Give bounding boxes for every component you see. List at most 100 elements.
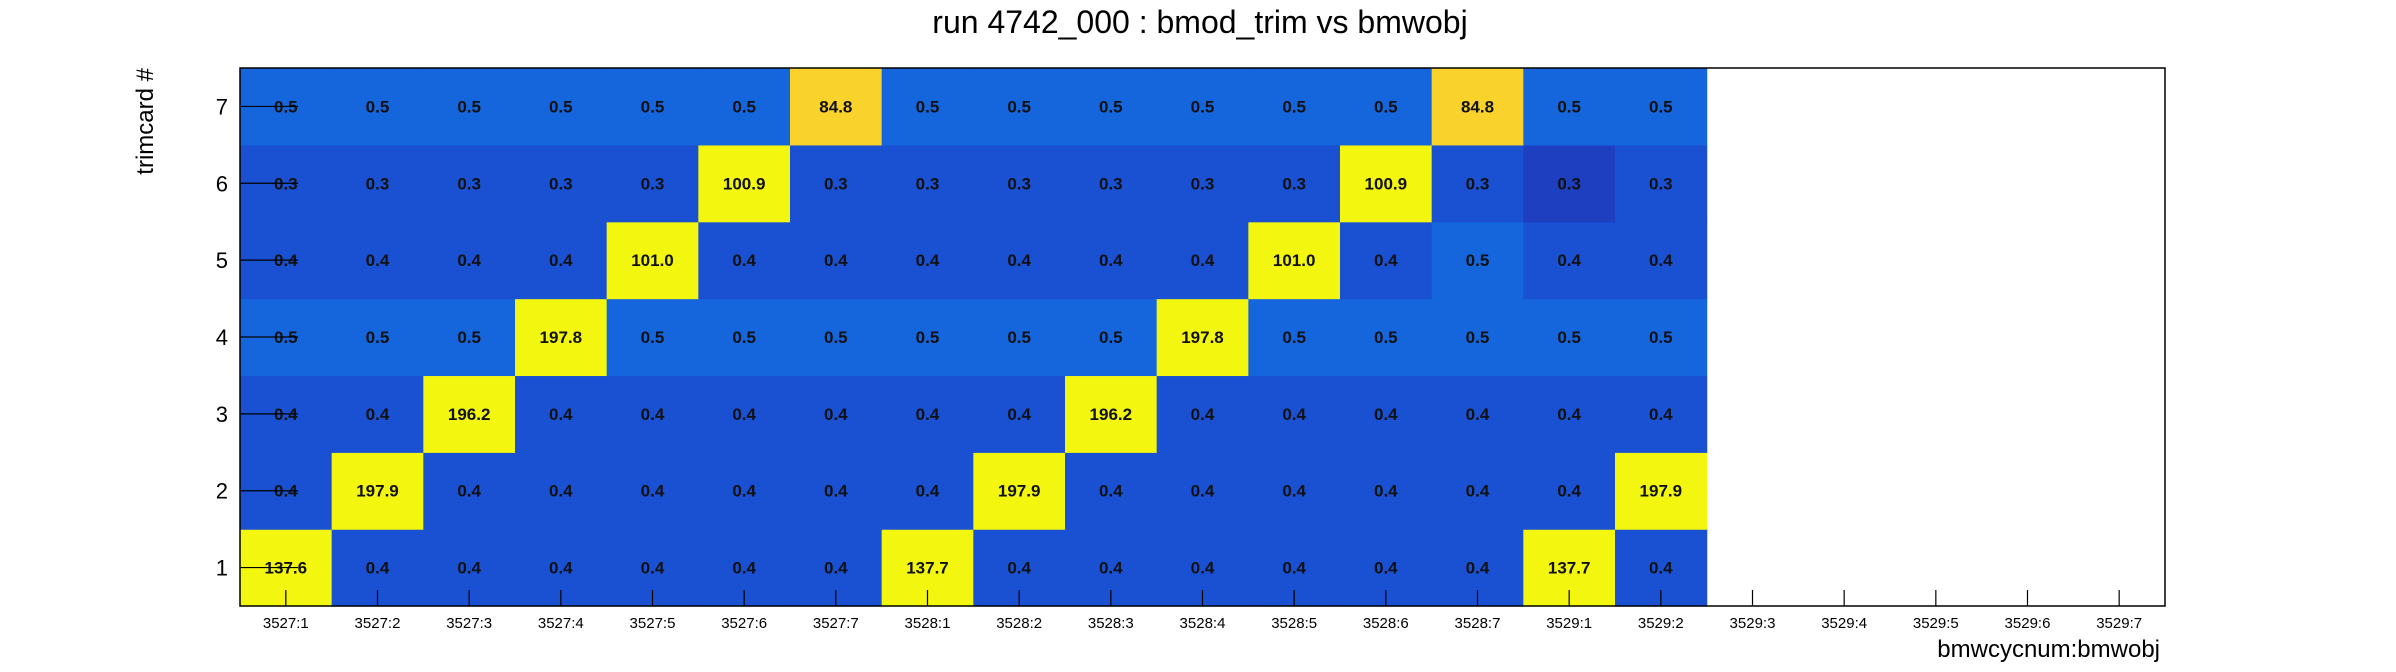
y-tick-label: 2 — [216, 479, 228, 504]
cell-value-label: 0.3 — [641, 174, 665, 193]
heatmap-cell — [423, 144, 516, 223]
heatmap-cell — [698, 221, 791, 300]
cell-value-label: 0.4 — [1099, 251, 1123, 270]
x-tick-label: 3529:3 — [1730, 615, 1776, 632]
cell-value-label: 0.4 — [1374, 405, 1398, 424]
heatmap-cell — [1615, 452, 1708, 530]
cell-value-label: 0.4 — [1099, 559, 1123, 578]
cell-value-label: 0.4 — [824, 251, 848, 270]
cell-value-label: 0.5 — [824, 328, 848, 347]
cell-value-label: 0.3 — [1466, 174, 1490, 193]
heatmap-cell — [1340, 298, 1433, 377]
heatmap-cell — [423, 68, 516, 146]
heatmap-cell — [790, 144, 883, 223]
cell-value-label: 0.4 — [549, 405, 573, 424]
heatmap-cell — [790, 68, 883, 146]
cell-value-label: 0.4 — [1466, 559, 1490, 578]
cell-value-label: 0.5 — [1466, 328, 1490, 347]
x-tick-label: 3527:4 — [538, 615, 584, 632]
heatmap-cell — [1248, 68, 1341, 146]
cell-value-label: 0.4 — [1466, 405, 1490, 424]
heatmap-cell — [606, 144, 699, 223]
heatmap-cell — [881, 375, 974, 453]
cell-value-label: 0.4 — [549, 559, 573, 578]
cell-value-label: 0.4 — [549, 251, 573, 270]
cell-value-label: 0.4 — [1191, 251, 1215, 270]
cell-value-label: 0.4 — [1007, 405, 1031, 424]
y-axis-label: trimcard # — [132, 67, 159, 174]
heatmap-cell — [423, 221, 516, 300]
cell-value-label: 197.9 — [1640, 482, 1683, 501]
heatmap-cell — [790, 221, 883, 300]
heatmap-cell — [1248, 452, 1341, 530]
cell-value-label: 137.7 — [906, 559, 949, 578]
x-tick-label: 3527:1 — [263, 615, 309, 632]
cell-value-label: 0.4 — [732, 251, 756, 270]
heatmap-cell — [606, 375, 699, 453]
cell-value-label: 0.4 — [457, 482, 481, 501]
cell-value-label: 0.4 — [1099, 482, 1123, 501]
cell-value-label: 0.4 — [457, 559, 481, 578]
heatmap-cell — [515, 144, 608, 223]
heatmap-cell — [331, 221, 424, 300]
heatmap-cell — [881, 68, 974, 146]
y-tick-label: 7 — [216, 94, 228, 119]
x-tick-label: 3528:7 — [1455, 615, 1501, 632]
cell-value-label: 0.4 — [1374, 559, 1398, 578]
cell-value-label: 0.4 — [641, 405, 665, 424]
x-tick-label: 3527:7 — [813, 615, 859, 632]
heatmap-cell — [1340, 375, 1433, 453]
heatmap-cell — [606, 298, 699, 377]
x-tick-label: 3527:2 — [355, 615, 401, 632]
heatmap-cell — [973, 298, 1066, 377]
cell-value-label: 0.4 — [1191, 405, 1215, 424]
heatmap-cell — [1615, 68, 1708, 146]
heatmap-cell — [1156, 221, 1249, 300]
heatmap-cell — [1248, 221, 1341, 300]
cell-value-label: 0.4 — [1557, 405, 1581, 424]
heatmap-cell — [1615, 298, 1708, 377]
cell-value-label: 0.4 — [824, 559, 848, 578]
x-tick-label: 3528:6 — [1363, 615, 1409, 632]
cell-value-label: 0.5 — [1007, 97, 1031, 116]
cell-value-label: 0.4 — [1007, 559, 1031, 578]
x-tick-label: 3529:2 — [1638, 615, 1684, 632]
heatmap-cell — [606, 452, 699, 530]
y-axis-ticks: 1 2 3 4 5 6 7 — [216, 94, 298, 581]
heatmap-cell — [1065, 375, 1158, 453]
heatmap-cell — [1340, 144, 1433, 223]
heatmap-cell — [423, 298, 516, 377]
cell-value-label: 0.4 — [916, 482, 940, 501]
x-axis-label: bmwcycnum:bmwobj — [1937, 636, 2160, 663]
x-tick-label: 3528:2 — [996, 615, 1042, 632]
heatmap-cell — [1431, 221, 1524, 300]
cell-value-label: 0.5 — [1374, 97, 1398, 116]
cell-value-label: 196.2 — [1090, 405, 1133, 424]
cell-value-label: 0.4 — [1191, 482, 1215, 501]
cell-value-label: 0.4 — [1282, 405, 1306, 424]
x-tick-label: 3527:6 — [721, 615, 767, 632]
cell-value-label: 0.5 — [1099, 328, 1123, 347]
heatmap-cell — [881, 298, 974, 377]
chart-title: run 4742_000 : bmod_trim vs bmwobj — [932, 4, 1467, 40]
cell-value-label: 0.4 — [1282, 559, 1306, 578]
cell-value-label: 137.7 — [1548, 559, 1591, 578]
cell-value-label: 0.5 — [457, 97, 481, 116]
cell-value-label: 0.5 — [1557, 97, 1581, 116]
heatmap-cell — [423, 375, 516, 453]
cell-value-label: 196.2 — [448, 405, 491, 424]
cell-value-label: 0.5 — [1649, 97, 1673, 116]
cell-value-label: 0.5 — [641, 328, 665, 347]
cell-value-label: 0.4 — [824, 405, 848, 424]
heatmap-cell — [1156, 144, 1249, 223]
heatmap-cell — [698, 375, 791, 453]
x-tick-label: 3529:5 — [1913, 615, 1959, 632]
cell-value-label: 0.5 — [1282, 97, 1306, 116]
cell-value-label: 0.4 — [1282, 482, 1306, 501]
heatmap-cell — [698, 298, 791, 377]
heatmap-cell — [1431, 452, 1524, 530]
cell-value-label: 0.4 — [1374, 251, 1398, 270]
heatmap-cell — [423, 452, 516, 530]
cell-value-label: 0.5 — [549, 97, 573, 116]
